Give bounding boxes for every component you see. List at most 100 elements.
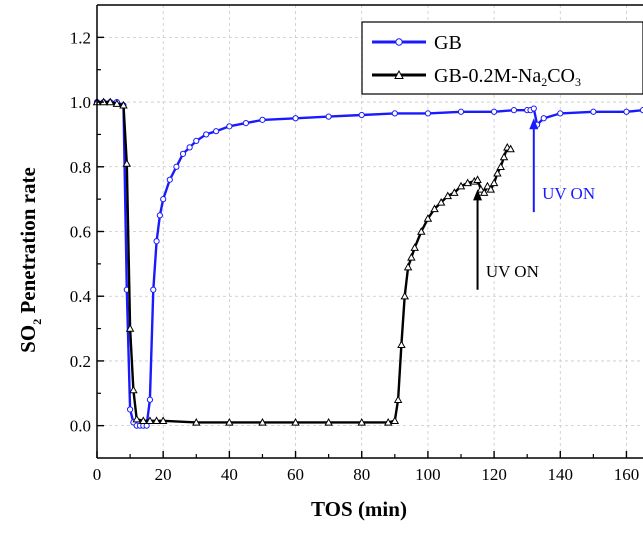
data-point	[186, 144, 193, 151]
series-gb	[93, 98, 643, 429]
x-tick-label: 100	[415, 465, 441, 484]
y-tick-label: 0.4	[70, 287, 92, 306]
data-point	[145, 416, 155, 425]
data-point	[213, 128, 220, 135]
data-point	[391, 110, 398, 117]
data-point	[259, 116, 266, 123]
data-point	[443, 191, 453, 200]
data-point	[105, 97, 115, 106]
annotation-arrow-head	[473, 189, 483, 201]
data-point	[139, 416, 148, 425]
data-point	[146, 396, 154, 403]
y-axis-title-subscript: 2	[30, 319, 44, 325]
legend-label-part: GB-0.2M-Na	[434, 65, 541, 87]
data-point	[383, 417, 393, 426]
data-point	[258, 417, 267, 426]
data-point	[423, 214, 433, 222]
data-point	[403, 262, 413, 271]
data-point	[450, 188, 459, 196]
data-point	[557, 110, 564, 117]
legend: GB GB-0.2M-Na2CO3	[361, 21, 643, 95]
data-point	[226, 123, 233, 130]
data-point	[158, 416, 168, 425]
y-tick-label: 0.8	[70, 158, 91, 177]
legend-entry: GB-0.2M-Na2CO3	[372, 65, 581, 89]
x-tick-label: 140	[548, 465, 574, 484]
data-point	[193, 137, 200, 144]
y-axis-title: SO2 Penetration rate	[16, 167, 44, 353]
data-point	[225, 417, 234, 426]
legend-entry: GB	[372, 32, 462, 54]
data-point	[430, 204, 439, 213]
data-point	[160, 196, 167, 203]
y-tick-label: 1.2	[70, 28, 91, 47]
legend-marker	[394, 69, 404, 79]
legend-label: GB-0.2M-Na2CO3	[434, 65, 581, 89]
annotation-arrow-head	[529, 118, 539, 130]
uv-on-annotation: UV ON	[473, 189, 539, 290]
data-point	[166, 176, 173, 183]
data-point	[510, 107, 518, 114]
legend-label-subscript: 2	[541, 75, 547, 89]
data-point	[393, 395, 403, 403]
data-point	[397, 340, 406, 348]
data-point	[639, 107, 643, 114]
data-point	[424, 110, 432, 117]
data-point	[112, 99, 122, 107]
x-tick-label: 20	[155, 465, 172, 484]
y-axis-title-rest: Penetration rate	[16, 167, 40, 319]
series-line	[97, 100, 512, 424]
data-point	[590, 108, 597, 115]
data-point	[292, 115, 299, 122]
data-point	[132, 414, 141, 423]
data-point	[456, 181, 466, 190]
data-point	[291, 417, 300, 426]
data-point	[473, 175, 482, 183]
data-point	[476, 185, 486, 193]
axes-layer: 0 20 40 60 80 100 120 140 160 0.0 0.2 0.4 0.6 0.8 1.0 1…	[70, 4, 643, 484]
data-point	[483, 181, 492, 190]
legend-box	[361, 21, 643, 95]
uv-on-annotation: UV ON	[529, 118, 595, 213]
data-point	[122, 159, 132, 167]
data-point	[489, 178, 499, 187]
series-line	[97, 100, 643, 427]
data-point	[436, 197, 446, 206]
x-tick-label: 0	[93, 465, 102, 484]
series-gb-na2co3	[92, 97, 515, 426]
annotation-label: UV ON	[542, 184, 595, 203]
data-point	[530, 105, 537, 112]
y-tick-label: 0.6	[70, 223, 91, 242]
x-tick-label: 80	[353, 465, 370, 484]
y-tick-label: 0.0	[70, 417, 91, 436]
data-point	[126, 406, 134, 413]
x-tick-label: 40	[221, 465, 238, 484]
data-point	[623, 108, 630, 115]
data-point	[129, 385, 138, 394]
data-point	[499, 152, 509, 161]
legend-label-subscript: 3	[575, 75, 581, 89]
data-point	[156, 212, 163, 219]
data-point	[153, 238, 160, 245]
data-point	[486, 185, 496, 193]
data-point	[493, 168, 502, 177]
data-point	[119, 100, 128, 109]
data-point	[400, 291, 409, 300]
data-point	[324, 417, 333, 426]
data-point	[417, 227, 426, 235]
legend-marker	[395, 38, 403, 46]
x-tick-label: 120	[481, 465, 507, 484]
annotation-label: UV ON	[486, 262, 539, 281]
data-point	[242, 120, 250, 127]
data-point	[506, 144, 515, 153]
annotation-layer: UV ON UV ON	[473, 118, 595, 290]
data-point	[390, 416, 400, 425]
data-point	[325, 113, 332, 120]
data-point	[358, 111, 365, 119]
y-axis-title-main: SO	[16, 325, 40, 353]
data-point	[540, 115, 547, 122]
data-point	[150, 286, 157, 293]
data-point	[463, 178, 472, 187]
